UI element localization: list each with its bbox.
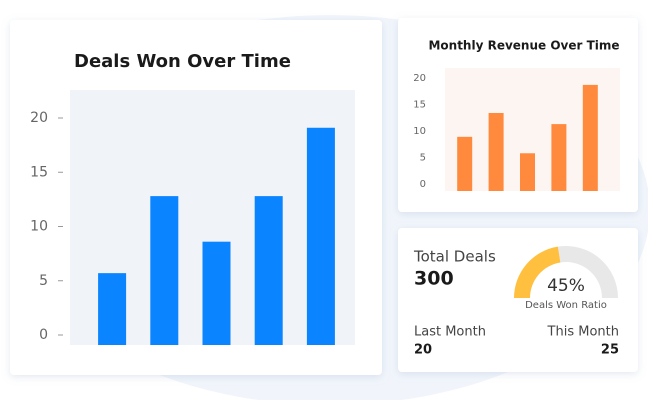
chart-title: Deals Won Over Time xyxy=(74,51,291,72)
chart-title: Monthly Revenue Over Time xyxy=(428,39,619,53)
bar xyxy=(520,153,535,191)
bar xyxy=(202,241,231,345)
bar xyxy=(488,112,504,191)
y-tick-label: 20 xyxy=(30,110,48,126)
kpi-value: 25 xyxy=(601,343,619,358)
y-tick-label: 0 xyxy=(39,327,48,343)
gauge-value: 45% xyxy=(547,276,585,296)
y-tick-label: 20 xyxy=(413,73,426,84)
kpi-value: 20 xyxy=(414,343,432,358)
y-tick-label: 0 xyxy=(420,179,426,190)
bar xyxy=(306,127,335,345)
bar xyxy=(150,196,179,345)
y-tick-label: 5 xyxy=(39,273,48,289)
bar xyxy=(254,196,283,345)
y-tick-label: 15 xyxy=(30,164,48,180)
bar xyxy=(582,84,598,191)
bar xyxy=(457,136,473,191)
y-tick-label: 5 xyxy=(420,153,426,164)
kpi-label: This Month xyxy=(547,325,619,340)
y-tick-label: 15 xyxy=(413,100,426,111)
bar xyxy=(551,124,567,191)
y-tick-label: 10 xyxy=(413,126,426,137)
kpi-value: 300 xyxy=(414,268,454,290)
gauge-caption: Deals Won Ratio xyxy=(525,300,607,311)
kpi-label: Last Month xyxy=(414,325,486,340)
kpi-label: Total Deals xyxy=(413,248,496,266)
gauge-track xyxy=(557,246,618,298)
y-tick-label: 10 xyxy=(30,219,48,235)
gauge-fill xyxy=(514,246,561,298)
bar xyxy=(98,273,127,345)
